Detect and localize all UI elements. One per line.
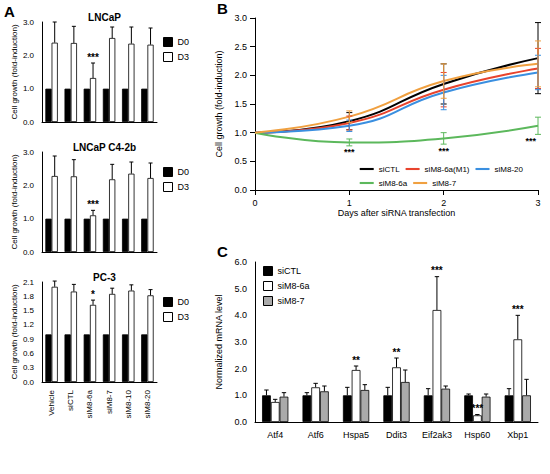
svg-text:2.0: 2.0	[234, 70, 247, 80]
svg-text:siCTL: siCTL	[278, 266, 302, 276]
svg-text:D3: D3	[178, 52, 190, 62]
svg-text:**: **	[352, 355, 360, 366]
svg-text:1.0: 1.0	[234, 390, 247, 400]
svg-text:***: ***	[525, 136, 536, 146]
svg-text:siM8-7: siM8-7	[105, 389, 114, 414]
svg-text:1.2: 1.2	[23, 320, 35, 329]
svg-text:2.5: 2.5	[234, 42, 247, 52]
svg-text:3.0: 3.0	[234, 337, 247, 347]
svg-text:***: ***	[87, 199, 99, 210]
svg-text:B: B	[217, 0, 228, 17]
svg-text:A: A	[4, 3, 15, 20]
svg-text:Normalized mRNA level: Normalized mRNA level	[214, 294, 224, 389]
svg-text:3.0: 3.0	[234, 13, 247, 23]
svg-text:0.6: 0.6	[23, 349, 35, 358]
svg-text:LNCaP: LNCaP	[88, 12, 121, 23]
svg-text:1.5: 1.5	[23, 306, 35, 315]
svg-text:Atf4: Atf4	[267, 430, 283, 440]
svg-text:D0: D0	[178, 297, 190, 307]
svg-text:LNCaP C4-2b: LNCaP C4-2b	[73, 142, 136, 153]
svg-text:2: 2	[441, 198, 446, 208]
svg-text:3.0: 3.0	[23, 148, 35, 157]
svg-text:0.0: 0.0	[23, 378, 35, 387]
svg-text:0.0: 0.0	[234, 185, 247, 195]
svg-text:1.0: 1.0	[23, 84, 35, 93]
svg-text:siM8-6a: siM8-6a	[85, 389, 94, 418]
svg-text:siM8-7: siM8-7	[278, 296, 305, 306]
svg-text:***: ***	[344, 147, 355, 157]
svg-text:siM8-6a(M1): siM8-6a(M1)	[425, 165, 470, 174]
svg-text:0.0: 0.0	[234, 417, 247, 427]
svg-text:1: 1	[347, 198, 352, 208]
svg-text:D3: D3	[178, 312, 190, 322]
svg-text:Cell growth (fold-induction): Cell growth (fold-induction)	[10, 24, 19, 119]
svg-text:2.1: 2.1	[23, 278, 35, 287]
svg-text:siCTL: siCTL	[66, 389, 75, 410]
svg-text:***: ***	[472, 403, 484, 414]
svg-text:Hspa5: Hspa5	[343, 430, 369, 440]
svg-text:***: ***	[438, 146, 449, 156]
svg-text:0.0: 0.0	[23, 248, 35, 257]
svg-text:1.5: 1.5	[234, 99, 247, 109]
svg-text:2.0: 2.0	[234, 364, 247, 374]
svg-text:0.9: 0.9	[23, 335, 35, 344]
svg-text:0: 0	[252, 198, 257, 208]
svg-text:***: ***	[512, 304, 524, 315]
svg-text:**: **	[393, 347, 401, 358]
svg-text:Days after siRNA transfection: Days after siRNA transfection	[338, 208, 456, 218]
svg-text:siM8-20: siM8-20	[494, 165, 523, 174]
svg-text:1.8: 1.8	[23, 292, 35, 301]
svg-text:Eif2ak3: Eif2ak3	[422, 430, 452, 440]
svg-text:*: *	[91, 289, 95, 300]
svg-text:6.0: 6.0	[234, 257, 247, 267]
svg-text:Atf6: Atf6	[308, 430, 324, 440]
svg-text:***: ***	[87, 52, 99, 63]
svg-text:5.0: 5.0	[234, 284, 247, 294]
svg-text:Cell growth (fold-induction): Cell growth (fold-induction)	[10, 284, 19, 379]
svg-text:3.0: 3.0	[23, 18, 35, 27]
svg-text:4.0: 4.0	[234, 310, 247, 320]
svg-text:siM8-7: siM8-7	[432, 179, 457, 188]
svg-text:2.0: 2.0	[23, 181, 35, 190]
svg-text:D3: D3	[178, 182, 190, 192]
svg-text:siM8-6a: siM8-6a	[379, 179, 408, 188]
svg-text:PC-3: PC-3	[93, 272, 116, 283]
svg-text:Xbp1: Xbp1	[507, 430, 528, 440]
svg-text:siCTL: siCTL	[379, 165, 400, 174]
svg-text:siM8-6a: siM8-6a	[278, 281, 310, 291]
svg-text:D0: D0	[178, 37, 190, 47]
svg-text:D0: D0	[178, 167, 190, 177]
svg-text:Cell growth (fold-induction): Cell growth (fold-induction)	[10, 154, 19, 249]
svg-text:0.3: 0.3	[23, 363, 35, 372]
svg-text:2.0: 2.0	[23, 51, 35, 60]
svg-text:C: C	[217, 243, 228, 260]
svg-text:***: ***	[431, 265, 443, 276]
svg-text:siM8-20: siM8-20	[143, 389, 152, 418]
svg-text:0.0: 0.0	[23, 118, 35, 127]
svg-text:Cell growth (fold-induction): Cell growth (fold-induction)	[214, 50, 224, 157]
svg-text:1.0: 1.0	[234, 128, 247, 138]
svg-text:0.5: 0.5	[234, 156, 247, 166]
svg-text:siM8-10: siM8-10	[124, 389, 133, 418]
svg-text:1.0: 1.0	[23, 214, 35, 223]
svg-text:Vehicle: Vehicle	[47, 389, 56, 415]
svg-text:3: 3	[535, 198, 540, 208]
svg-text:Ddit3: Ddit3	[386, 430, 407, 440]
svg-text:Hsp60: Hsp60	[464, 430, 490, 440]
